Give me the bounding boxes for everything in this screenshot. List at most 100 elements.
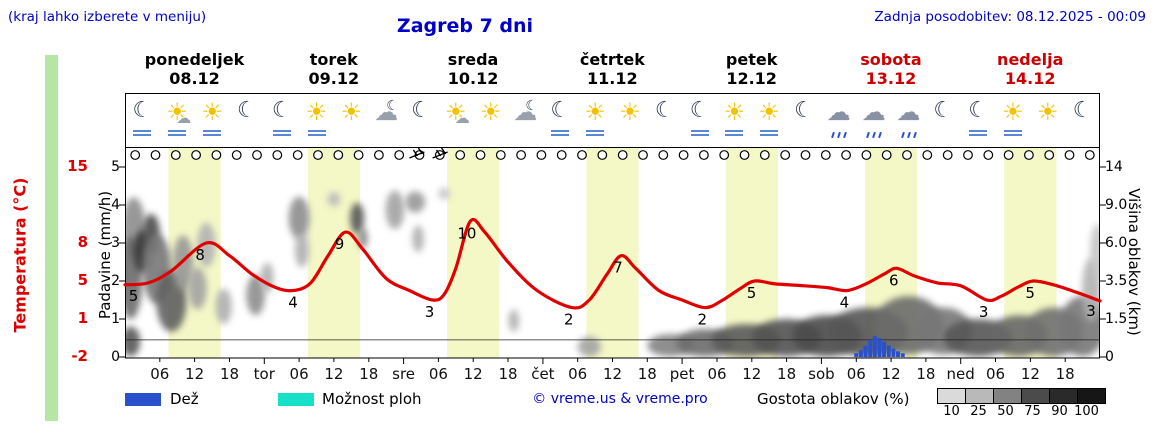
day-header-ponedeljek: ponedeljek 08.12 [125,50,265,88]
moon-icon: ☾ [124,97,160,145]
day-name: sreda [447,50,499,69]
cloud-height-tick: 0 [1105,349,1114,365]
legend: Dež Možnost ploh © vreme.us & vreme.pro … [0,384,1152,443]
x-tick-dayname: sob [808,365,835,383]
rain-legend-label: Dež [170,390,199,408]
x-tick-hour: 18 [219,365,240,383]
cloud-density-field [125,187,1100,357]
shower-legend-label: Možnost ploh [322,390,422,408]
x-tick-hour: 06 [985,365,1006,383]
x-tick-hour: 12 [185,365,205,383]
density-scale-cell [937,388,966,404]
x-tick-hour: 18 [916,365,936,383]
left-green-strip [45,55,58,421]
temperature-tick: 1 [77,309,88,327]
cloud-height-tick: 3.5 [1105,273,1128,289]
x-tick-hour: 06 [150,365,170,383]
x-tick-hour: 18 [777,365,797,383]
sun-icon: ☀ [751,97,787,145]
density-scale-label: 25 [970,404,987,419]
svg-text:10: 10 [457,224,476,242]
cloud-density-tick-labels: 10 25 50 75 90 100 [938,404,1100,419]
x-tick-hour: 06 [846,365,866,383]
density-scale-label: 75 [1024,404,1041,419]
precipitation-tick: 5 [111,159,120,175]
sun-icon: ☀ [577,97,613,145]
sun-icon: ☀ [340,98,363,126]
density-scale-cell [1077,388,1106,404]
precipitation-tick: 0 [111,349,120,365]
moon-icon: ☾ [794,98,814,123]
cloud-moon-icon: ☁ ☾ [374,98,399,126]
moon-icon: ☾ [654,98,675,123]
x-tick-dayname: tor [253,365,275,383]
density-scale-label: 100 [1074,404,1099,419]
temperature-value-labels: 5 8 4 9 3 10 2 7 2 5 4 6 3 5 3 [129,224,1096,328]
density-scale-label: 50 [997,404,1014,419]
rain-bars [854,336,905,357]
sun-cloud-icon: ☀ ☁ [445,98,470,127]
shower-swatch [278,393,314,406]
cloud-height-tick: 14 [1105,159,1123,175]
cloud-height-tick: 1.5 [1105,311,1128,327]
svg-text:6: 6 [889,271,899,289]
moon-icon: ☾ [237,98,257,123]
day-date: 09.12 [308,69,360,88]
x-tick-hour: 06 [428,365,448,383]
x-tick-hour: 12 [1020,365,1040,383]
sun-icon: ☀ [479,98,502,126]
copyright-link[interactable]: © vreme.us & vreme.pro [532,391,708,407]
moon-icon: ☾ [1072,98,1093,123]
svg-text:8: 8 [195,246,205,264]
cloud-rain-icon: ☁ [891,97,927,145]
density-scale-cell [1021,388,1050,404]
sun-cloud-icon: ☀ ☁ [159,97,195,145]
temperature-curve [123,217,1102,310]
x-tick-dayname: čet [531,365,555,383]
cloud-moon-icon: ☁ ☾ [513,98,538,126]
day-header-nedelja: nedelja 14.12 [960,50,1100,88]
sun-icon: ☀ [1037,98,1059,126]
svg-text:9: 9 [335,235,345,253]
temperature-tick: 8 [77,233,88,251]
day-header-sreda: sreda 10.12 [403,50,543,88]
x-tick-hour: 06 [568,365,588,383]
svg-text:2: 2 [564,311,574,329]
x-tick-dayname: pet [669,365,695,383]
svg-text:4: 4 [288,294,298,312]
last-update-text: Zadnja posodobitev: 08.12.2025 - 00:09 [874,9,1146,25]
temperature-tick: 15 [67,157,88,175]
day-header-torek: torek 09.12 [264,50,404,88]
day-name: torek [309,50,358,69]
svg-text:4: 4 [840,294,850,312]
svg-text:2: 2 [698,311,708,329]
density-scale-cell [993,388,1022,404]
precipitation-tick: 4 [111,197,120,213]
axis-tick-marks [119,166,1106,364]
svg-text:5: 5 [1025,284,1035,302]
moon-icon: ☾ [933,98,954,123]
density-scale-label: 90 [1051,404,1068,419]
page-title: Zagreb 7 dni [396,15,534,37]
rain-swatch [125,393,161,406]
moon-icon: ☾ [682,97,718,145]
temperature-tick: 5 [77,271,88,289]
day-date: 10.12 [447,69,499,88]
x-tick-hour: 06 [289,365,309,383]
day-name: četrtek [579,50,645,69]
svg-text:3: 3 [1086,302,1096,320]
wind-barb [409,147,425,159]
precipitation-tick: 3 [111,235,120,251]
temperature-tick: -2 [71,347,88,365]
day-date: 12.12 [726,69,777,88]
cloud-density-scale [937,388,1106,404]
cloud-height-tick: 9.0 [1105,197,1128,213]
sun-icon: ☀ [619,98,641,126]
wind-barb [432,147,448,159]
density-scale-label: 10 [943,404,960,419]
hour-marker-circles [130,150,1095,160]
cloud-density-label: Gostota oblakov (%) [757,390,910,408]
sun-icon: ☀ [995,97,1031,145]
moon-icon: ☾ [960,97,996,145]
